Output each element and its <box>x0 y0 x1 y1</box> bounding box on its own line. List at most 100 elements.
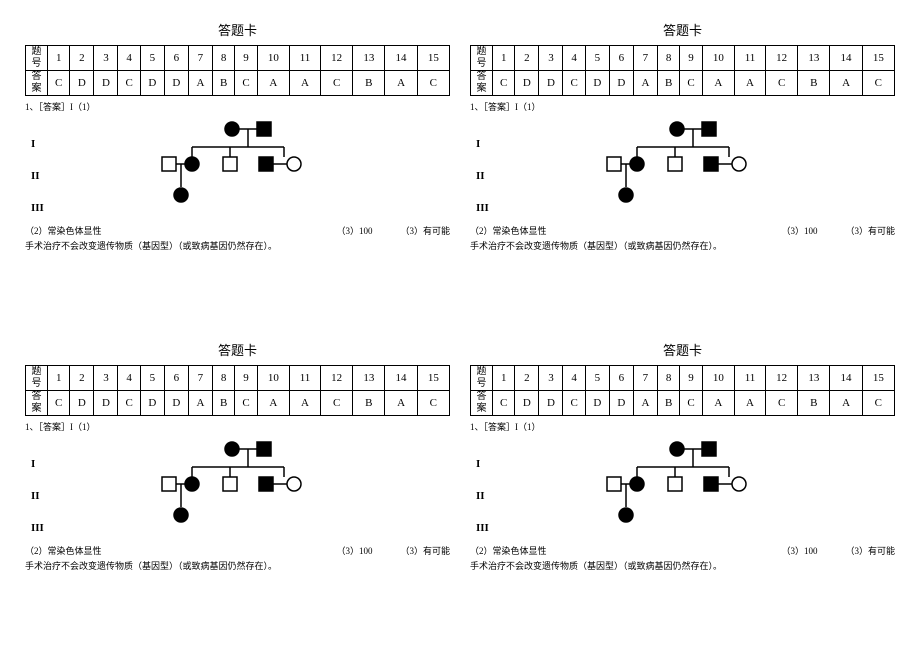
question-number: 1 <box>493 366 515 391</box>
answer-cell: C <box>417 391 449 416</box>
question-number: 10 <box>257 46 289 71</box>
answer-cell: C <box>680 71 702 96</box>
answer-3b: （3）有可能 <box>400 544 450 557</box>
generation-label: III <box>476 522 489 534</box>
question-number: 13 <box>353 46 385 71</box>
answer-2: （2）常染色体显性 <box>470 544 547 557</box>
answer-table: 题号123456789101112131415答案CDDCDDABCAACBAC <box>25 45 450 96</box>
question-number: 11 <box>734 46 765 71</box>
answer-cell: D <box>94 391 118 416</box>
answer-cell: A <box>633 71 657 96</box>
answer-cell: A <box>385 71 417 96</box>
answer-cell: B <box>353 391 385 416</box>
question-number: 13 <box>353 366 385 391</box>
answer-cell: C <box>321 71 353 96</box>
answer-label: 答案 <box>26 71 48 96</box>
header-label: 题号 <box>471 46 493 71</box>
question-number: 14 <box>830 46 862 71</box>
generation-label: III <box>31 202 44 214</box>
answer-cell: A <box>830 391 862 416</box>
question-number: 12 <box>766 366 798 391</box>
question-number: 5 <box>585 46 609 71</box>
answer-3b: （3）有可能 <box>845 224 895 237</box>
answer-cell: D <box>164 71 188 96</box>
answer-table: 题号123456789101112131415答案CDDCDDABCAACBAC <box>25 365 450 416</box>
question-number: 14 <box>830 366 862 391</box>
answer-cell: A <box>702 71 734 96</box>
answer-cell: D <box>70 391 94 416</box>
explanation-text: 手术治疗不会改变遗传物质（基因型）（或致病基因仍然存在）。 <box>25 559 450 572</box>
answer-card-title: 答题卡 <box>470 20 895 39</box>
answer-2: （2）常染色体显性 <box>25 224 102 237</box>
generation-label: I <box>476 458 489 470</box>
question-number: 12 <box>766 46 798 71</box>
answer-cell: D <box>585 391 609 416</box>
question-number: 10 <box>702 366 734 391</box>
question-number: 3 <box>539 366 563 391</box>
answer-2: （2）常染色体显性 <box>25 544 102 557</box>
question-number: 9 <box>680 366 702 391</box>
generation-label: II <box>31 170 44 182</box>
answer-cell: A <box>734 391 765 416</box>
question-number: 8 <box>657 366 679 391</box>
answer-card-title: 答题卡 <box>25 340 450 359</box>
answer-cell: C <box>417 71 449 96</box>
answer-cell: D <box>70 71 94 96</box>
answer-cell: C <box>680 391 702 416</box>
generation-label: III <box>476 202 489 214</box>
answer-cell: C <box>862 71 894 96</box>
question-number: 1 <box>493 46 515 71</box>
answer-cell: D <box>539 391 563 416</box>
answer-cell: B <box>798 391 830 416</box>
answer-cell: B <box>798 71 830 96</box>
question-number: 7 <box>188 366 212 391</box>
answer-cell: A <box>289 71 320 96</box>
question-number: 6 <box>609 366 633 391</box>
question-number: 9 <box>235 46 257 71</box>
pedigree-diagram <box>144 117 344 220</box>
question-number: 14 <box>385 366 417 391</box>
answer-cell: A <box>702 391 734 416</box>
answer-3b: （3）有可能 <box>845 544 895 557</box>
answer-cell: D <box>515 391 539 416</box>
answer-cell: C <box>563 391 585 416</box>
question-number: 9 <box>235 366 257 391</box>
question-number: 7 <box>633 366 657 391</box>
answer-cell: A <box>289 391 320 416</box>
question-number: 2 <box>515 366 539 391</box>
answer-cell: D <box>609 71 633 96</box>
answer-cell: B <box>212 391 234 416</box>
answer-table: 题号123456789101112131415答案CDDCDDABCAACBAC <box>470 45 895 96</box>
question-number: 7 <box>188 46 212 71</box>
answer-cell: D <box>585 71 609 96</box>
question-number: 3 <box>539 46 563 71</box>
answer-cell: A <box>734 71 765 96</box>
answer-cell: C <box>118 71 140 96</box>
question-number: 8 <box>212 46 234 71</box>
question-number: 12 <box>321 366 353 391</box>
question-number: 3 <box>94 46 118 71</box>
answer-cell: D <box>609 391 633 416</box>
generation-label: II <box>31 490 44 502</box>
answer-cell: D <box>539 71 563 96</box>
answer-cell: D <box>94 71 118 96</box>
answer-card-title: 答题卡 <box>470 340 895 359</box>
question-number: 2 <box>70 46 94 71</box>
answer-cell: A <box>257 391 289 416</box>
question-number: 4 <box>118 46 140 71</box>
question-number: 15 <box>417 46 449 71</box>
answer-cell: C <box>235 391 257 416</box>
answer-2: （2）常染色体显性 <box>470 224 547 237</box>
answer-cell: B <box>657 71 679 96</box>
question-number: 2 <box>70 366 94 391</box>
question-number: 6 <box>609 46 633 71</box>
question-number: 15 <box>862 46 894 71</box>
question-number: 9 <box>680 46 702 71</box>
header-label: 题号 <box>26 366 48 391</box>
question-number: 5 <box>585 366 609 391</box>
answer-cell: B <box>353 71 385 96</box>
pedigree-diagram <box>144 437 344 540</box>
pedigree-diagram <box>589 117 789 220</box>
answer-3a: （3）100 <box>781 544 817 557</box>
question-number: 10 <box>702 46 734 71</box>
